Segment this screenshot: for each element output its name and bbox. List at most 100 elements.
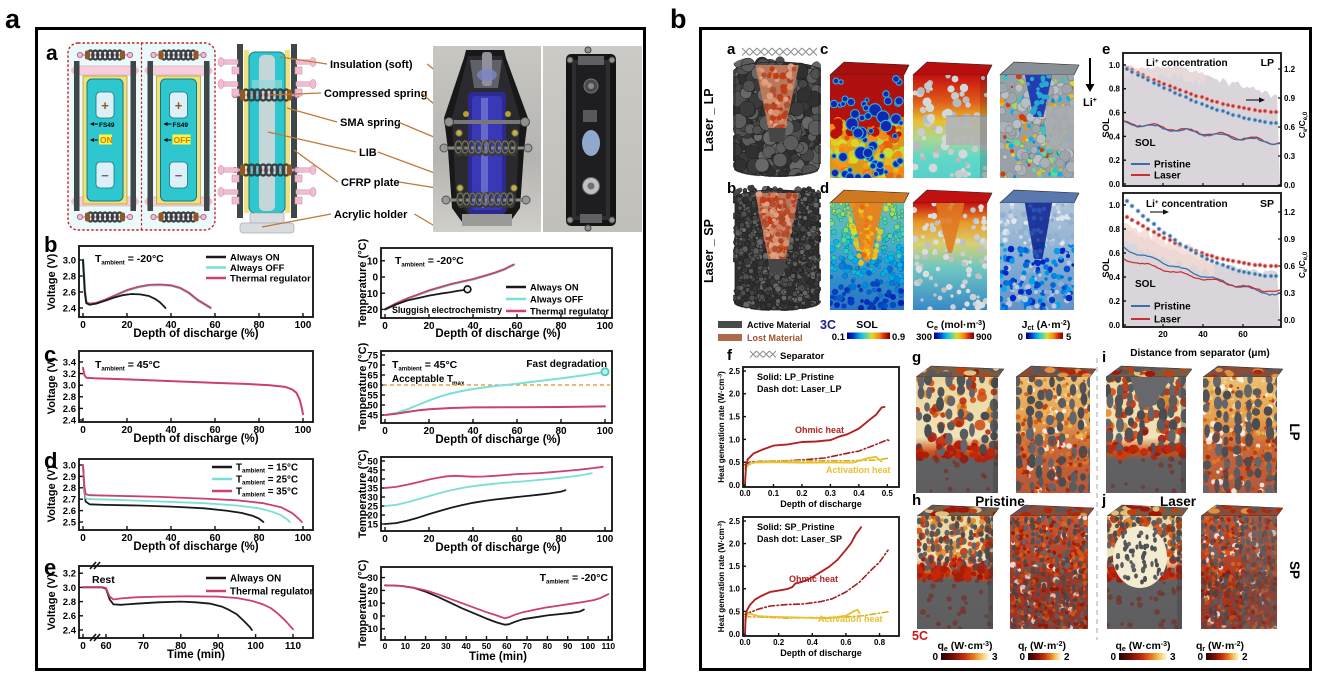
svg-text:0: 0 — [80, 641, 86, 652]
svg-text:Solid: LP_Pristine: Solid: LP_Pristine — [757, 372, 834, 382]
svg-text:a: a — [5, 4, 21, 34]
svg-text:Laser _ SP: Laser _ SP — [702, 219, 716, 283]
svg-text:40: 40 — [1198, 329, 1208, 339]
svg-text:0: 0 — [372, 273, 378, 284]
svg-text:110: 110 — [285, 641, 302, 652]
svg-text:1.0: 1.0 — [729, 435, 741, 444]
svg-text:20: 20 — [367, 586, 378, 597]
svg-text:LIB: LIB — [359, 147, 377, 159]
svg-text:h: h — [912, 492, 921, 509]
svg-text:+: + — [175, 98, 183, 113]
svg-text:Acceptable T: Acceptable T — [392, 374, 453, 385]
svg-text:0.5: 0.5 — [729, 607, 741, 616]
svg-text:Heat generation rate (W·cm-3): Heat generation rate (W·cm-3) — [717, 371, 726, 483]
svg-text:Acrylic holder: Acrylic holder — [334, 209, 408, 221]
svg-text:FS49: FS49 — [173, 122, 189, 129]
svg-text:Sluggish electrochemistry: Sluggish electrochemistry — [392, 305, 502, 315]
svg-text:30: 30 — [441, 641, 451, 651]
svg-text:1.5: 1.5 — [729, 562, 741, 571]
svg-text:100: 100 — [295, 425, 312, 436]
svg-text:2.7: 2.7 — [63, 495, 76, 506]
svg-text:5: 5 — [1066, 332, 1072, 343]
svg-text:100: 100 — [597, 426, 614, 437]
svg-text:LP: LP — [1261, 57, 1274, 69]
svg-text:0.2: 0.2 — [796, 489, 808, 498]
svg-text:70: 70 — [522, 641, 532, 651]
svg-text:90: 90 — [563, 641, 573, 651]
svg-text:Voltage (V): Voltage (V) — [46, 357, 58, 414]
svg-text:Always ON: Always ON — [530, 282, 579, 292]
svg-text:110: 110 — [601, 641, 615, 651]
svg-text:Temperature (°C): Temperature (°C) — [357, 559, 369, 648]
svg-text:0.5: 0.5 — [729, 458, 741, 467]
svg-text:0.1: 0.1 — [832, 332, 846, 343]
svg-text:Always OFF: Always OFF — [230, 263, 285, 274]
svg-text:0: 0 — [382, 426, 388, 437]
svg-text:100: 100 — [247, 641, 264, 652]
svg-text:3.0: 3.0 — [63, 460, 76, 471]
svg-text:SMA spring: SMA spring — [340, 117, 401, 129]
svg-text:0.0: 0.0 — [1109, 321, 1121, 330]
svg-text:Li+ concentration: Li+ concentration — [1146, 58, 1228, 69]
svg-text:ON: ON — [100, 135, 113, 145]
svg-text:Compressed spring: Compressed spring — [324, 88, 427, 100]
svg-text:30: 30 — [367, 573, 378, 584]
svg-text:0: 0 — [382, 321, 388, 332]
svg-text:2.4: 2.4 — [63, 625, 77, 636]
svg-text:Pristine: Pristine — [1154, 302, 1191, 313]
svg-text:Time (min): Time (min) — [167, 649, 225, 661]
svg-text:40: 40 — [461, 641, 471, 651]
svg-text:0.1: 0.1 — [768, 489, 780, 498]
svg-text:Lost Material: Lost Material — [747, 333, 803, 343]
svg-text:Voltage (V): Voltage (V) — [46, 465, 58, 522]
svg-text:0.0: 0.0 — [1109, 180, 1121, 189]
svg-text:0.4: 0.4 — [807, 638, 819, 647]
svg-text:Always OFF: Always OFF — [530, 294, 584, 304]
svg-text:Fast degradation: Fast degradation — [526, 359, 607, 370]
svg-text:300: 300 — [916, 332, 932, 343]
svg-text:2.5: 2.5 — [63, 517, 77, 528]
svg-text:2.0: 2.0 — [729, 390, 741, 399]
svg-text:0.0: 0.0 — [739, 638, 751, 647]
svg-text:Thermal regulator: Thermal regulator — [230, 587, 313, 598]
svg-text:SOL: SOL — [1101, 118, 1112, 138]
svg-text:SOL: SOL — [856, 319, 878, 331]
svg-text:900: 900 — [976, 332, 992, 343]
svg-text:20: 20 — [121, 425, 133, 436]
svg-text:Temperature (°C): Temperature (°C) — [357, 449, 369, 538]
svg-text:0.6: 0.6 — [1109, 108, 1121, 117]
svg-text:2.6: 2.6 — [63, 611, 76, 622]
svg-text:2.6: 2.6 — [63, 287, 76, 298]
svg-text:Voltage (V): Voltage (V) — [46, 573, 58, 630]
svg-text:SP: SP — [1260, 198, 1274, 210]
svg-text:0: 0 — [80, 320, 86, 331]
svg-text:0.5: 0.5 — [882, 489, 894, 498]
svg-text:0: 0 — [382, 534, 388, 545]
svg-text:50: 50 — [482, 641, 492, 651]
svg-text:Voltage (V): Voltage (V) — [46, 253, 58, 310]
svg-text:10: 10 — [367, 599, 378, 610]
svg-text:3.2: 3.2 — [63, 569, 76, 580]
svg-text:2.4: 2.4 — [63, 303, 77, 314]
svg-text:2.6: 2.6 — [63, 404, 76, 415]
svg-text:0: 0 — [383, 641, 388, 651]
svg-text:Temperature (°C): Temperature (°C) — [357, 238, 369, 327]
svg-text:0.8: 0.8 — [874, 638, 886, 647]
svg-text:Depth of discharge (%): Depth of discharge (%) — [435, 434, 560, 446]
svg-text:1.0: 1.0 — [1109, 61, 1121, 70]
svg-text:b: b — [44, 232, 57, 257]
svg-text:a: a — [46, 42, 58, 65]
svg-text:0.3: 0.3 — [825, 489, 837, 498]
svg-text:0.6: 0.6 — [1284, 262, 1296, 271]
svg-text:10: 10 — [401, 641, 411, 651]
svg-text:Depth of discharge (%): Depth of discharge (%) — [133, 328, 258, 340]
svg-text:Depth of discharge (%): Depth of discharge (%) — [435, 542, 560, 554]
svg-text:Thermal regulator: Thermal regulator — [530, 306, 609, 316]
svg-text:Ohmic heat: Ohmic heat — [795, 425, 844, 435]
svg-text:Thermal regulator: Thermal regulator — [230, 273, 311, 284]
svg-text:2.8: 2.8 — [63, 597, 76, 608]
svg-text:1.2: 1.2 — [1284, 65, 1296, 74]
svg-text:Insulation (soft): Insulation (soft) — [330, 59, 413, 71]
svg-text:1.5: 1.5 — [729, 412, 741, 421]
svg-text:100: 100 — [581, 641, 595, 651]
